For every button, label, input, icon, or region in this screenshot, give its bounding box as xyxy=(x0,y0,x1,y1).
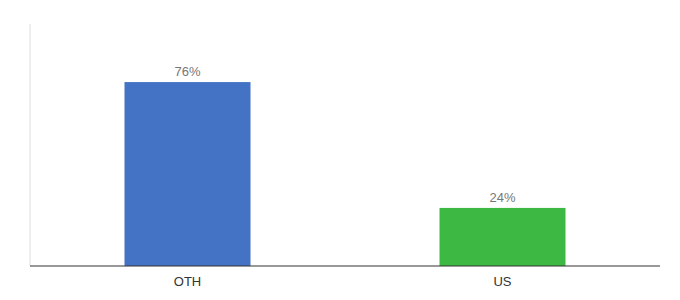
chart-container: OTH US 76% 24% xyxy=(0,0,680,300)
x-axis-line xyxy=(30,266,660,267)
bar xyxy=(440,208,566,266)
data-label: 76% xyxy=(174,64,200,79)
data-label: 24% xyxy=(489,190,515,205)
x-tick-label: OTH xyxy=(174,274,201,289)
x-tick-label: US xyxy=(493,274,511,289)
chart-svg: OTH US 76% 24% xyxy=(0,0,680,300)
bars xyxy=(125,82,566,266)
y-axis-line xyxy=(30,24,31,266)
bar xyxy=(125,82,251,266)
